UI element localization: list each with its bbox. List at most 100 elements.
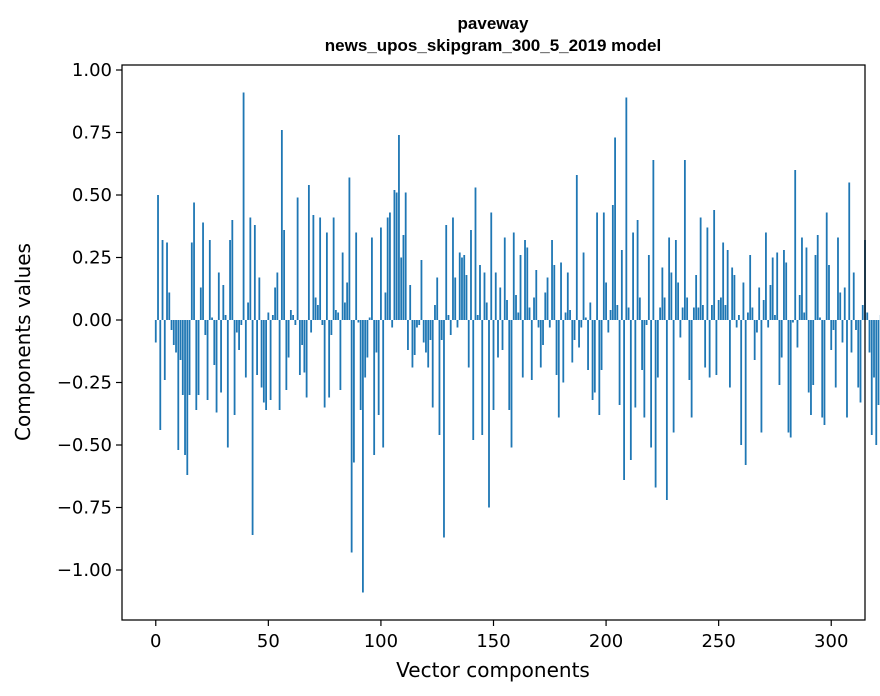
bar-121 <box>427 320 430 368</box>
bar-45 <box>256 320 258 375</box>
bar-128 <box>443 320 445 538</box>
bar-97 <box>373 320 376 455</box>
bar-307 <box>846 320 848 418</box>
bar-0 <box>154 320 157 343</box>
bar-119 <box>422 320 425 343</box>
bar-151 <box>494 272 497 320</box>
y-axis-label: Components values <box>11 243 35 441</box>
bar-126 <box>438 320 441 435</box>
bar-28 <box>217 272 220 320</box>
bar-264 <box>749 255 752 320</box>
bar-32 <box>226 320 229 448</box>
bar-254 <box>726 250 729 320</box>
bar-236 <box>686 297 689 320</box>
bar-102 <box>384 292 387 320</box>
bar-269 <box>760 320 763 433</box>
bar-184 <box>569 310 571 320</box>
bar-220 <box>650 320 653 448</box>
x-tick-label: 300 <box>814 631 848 652</box>
bar-79 <box>332 217 335 320</box>
bar-216 <box>641 320 643 370</box>
bar-172 <box>542 320 544 345</box>
bar-49 <box>265 320 267 410</box>
bar-160 <box>515 295 517 320</box>
bar-201 <box>607 320 610 333</box>
bar-193 <box>589 302 592 320</box>
bar-173 <box>544 292 547 320</box>
bar-275 <box>774 315 776 320</box>
bar-124 <box>434 305 436 320</box>
bar-189 <box>580 320 583 328</box>
bar-258 <box>735 320 738 328</box>
bar-313 <box>859 320 862 403</box>
bar-217 <box>643 320 646 418</box>
bar-272 <box>767 320 770 328</box>
bar-279 <box>783 250 785 320</box>
bar-158 <box>510 320 513 448</box>
bar-219 <box>647 255 650 320</box>
x-tick-label: 200 <box>589 631 623 652</box>
bar-251 <box>720 297 722 320</box>
y-tick-label: −0.50 <box>57 435 112 456</box>
bar-95 <box>368 317 371 320</box>
bar-116 <box>416 320 418 328</box>
bar-103 <box>386 217 389 320</box>
bar-140 <box>470 230 472 320</box>
bar-241 <box>697 307 700 320</box>
bar-22 <box>204 320 207 335</box>
bar-224 <box>659 307 662 320</box>
bar-198 <box>600 320 603 370</box>
bar-278 <box>780 320 783 358</box>
bar-255 <box>729 320 731 388</box>
bar-98 <box>375 320 378 353</box>
bar-21 <box>202 222 204 320</box>
bar-20 <box>199 287 202 320</box>
bar-61 <box>292 315 295 320</box>
bar-317 <box>868 320 871 353</box>
bar-68 <box>307 185 310 320</box>
bar-7 <box>170 320 173 330</box>
bar-82 <box>339 320 342 390</box>
bar-170 <box>537 320 540 328</box>
bar-283 <box>792 320 794 323</box>
bar-81 <box>337 312 340 320</box>
bar-284 <box>794 170 797 320</box>
bar-127 <box>440 320 443 340</box>
x-tick-label: 0 <box>150 631 161 652</box>
bar-166 <box>528 307 531 320</box>
bar-191 <box>584 317 587 320</box>
bar-290 <box>807 320 810 393</box>
bar-225 <box>661 267 664 320</box>
bar-199 <box>602 212 605 320</box>
bar-73 <box>319 217 322 320</box>
bar-247 <box>711 305 713 320</box>
bar-145 <box>481 320 484 435</box>
bar-246 <box>708 320 711 378</box>
bar-23 <box>206 320 209 400</box>
bar-33 <box>229 240 231 320</box>
bar-155 <box>503 237 506 320</box>
bar-27 <box>215 320 218 413</box>
bar-36 <box>235 320 238 333</box>
bar-211 <box>629 320 632 460</box>
bar-78 <box>330 320 333 335</box>
bar-104 <box>389 212 391 320</box>
bar-133 <box>454 277 457 320</box>
bar-294 <box>816 235 819 320</box>
bar-6 <box>168 292 171 320</box>
bar-113 <box>409 285 412 320</box>
bar-222 <box>654 320 657 488</box>
bar-164 <box>524 240 526 320</box>
bar-77 <box>328 320 331 398</box>
bar-310 <box>852 272 855 320</box>
bar-14 <box>186 320 189 475</box>
bar-90 <box>357 320 360 323</box>
bar-168 <box>533 297 535 320</box>
bar-120 <box>425 320 427 353</box>
bar-301 <box>832 320 835 330</box>
bar-161 <box>517 312 520 320</box>
bar-156 <box>506 300 508 320</box>
y-axis-ticks: 1.00 0.75 0.50 0.25 0.00 −0.25 −0.50 −0.75 −1.00 <box>57 60 122 581</box>
bar-63 <box>296 197 299 320</box>
